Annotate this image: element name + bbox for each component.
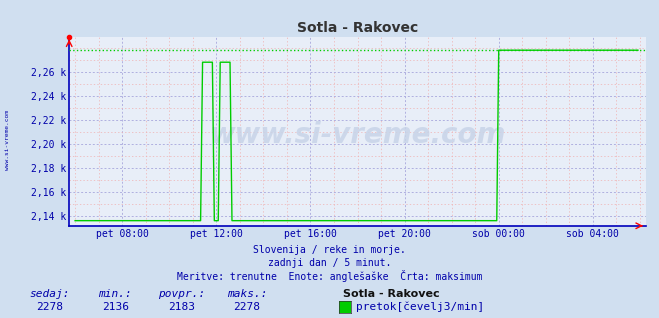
Text: 2183: 2183 (168, 302, 194, 312)
Title: Sotla - Rakovec: Sotla - Rakovec (297, 21, 418, 35)
Text: Meritve: trenutne  Enote: anglešaške  Črta: maksimum: Meritve: trenutne Enote: anglešaške Črta… (177, 270, 482, 281)
Text: Slovenija / reke in morje.: Slovenija / reke in morje. (253, 245, 406, 255)
Text: pretok[čevelj3/min]: pretok[čevelj3/min] (356, 301, 484, 312)
Text: www.si-vreme.com: www.si-vreme.com (210, 121, 505, 149)
Text: min.:: min.: (98, 289, 132, 299)
Text: 2278: 2278 (36, 302, 63, 312)
Text: sedaj:: sedaj: (29, 289, 70, 299)
Text: www.si-vreme.com: www.si-vreme.com (5, 110, 11, 170)
Text: povpr.:: povpr.: (158, 289, 205, 299)
Text: maks.:: maks.: (227, 289, 268, 299)
Text: zadnji dan / 5 minut.: zadnji dan / 5 minut. (268, 258, 391, 268)
Text: 2136: 2136 (102, 302, 129, 312)
Text: Sotla - Rakovec: Sotla - Rakovec (343, 289, 440, 299)
Text: 2278: 2278 (234, 302, 260, 312)
